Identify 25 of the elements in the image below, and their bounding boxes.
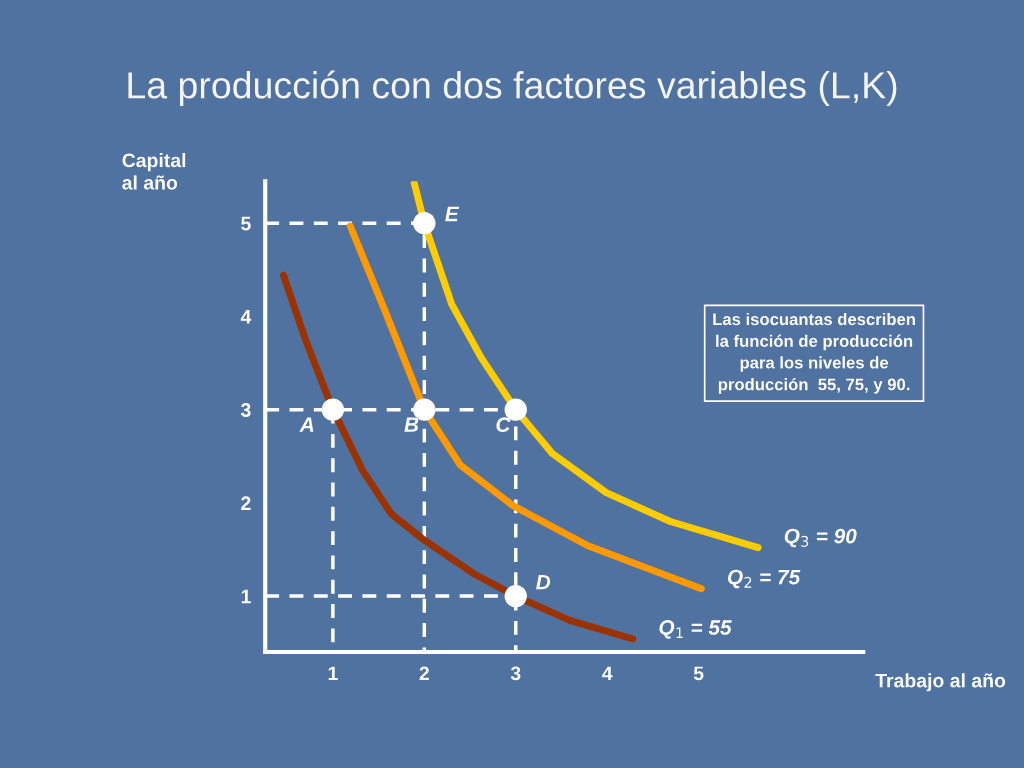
x-tick-label: 1 bbox=[328, 666, 338, 681]
y-tick-label: 2 bbox=[241, 496, 251, 510]
series-label: Q$_{1}$ = 55 bbox=[659, 620, 732, 639]
x-axis-title: Trabajo al año bbox=[875, 673, 1006, 692]
x-tick-label: 2 bbox=[419, 666, 429, 681]
annotation: Las isocuantas describen la función de producción para los niveles de producción 55, 75, y 90. bbox=[713, 312, 915, 394]
series-label: Q$_{2}$ = 75 bbox=[728, 569, 801, 589]
point bbox=[321, 398, 345, 421]
annotation: C bbox=[496, 417, 511, 433]
annotation: E bbox=[445, 206, 460, 222]
annotation: A bbox=[299, 417, 314, 432]
y-axis-title: Capital al año bbox=[122, 153, 186, 190]
point bbox=[413, 212, 436, 235]
y-tick-label: 4 bbox=[240, 310, 252, 324]
y-tick-label: 3 bbox=[240, 403, 251, 417]
annotation: D bbox=[536, 575, 551, 590]
y-tick-label: 5 bbox=[241, 216, 251, 231]
point bbox=[504, 584, 527, 608]
x-tick-label: 5 bbox=[693, 666, 704, 681]
x-tick-label: 4 bbox=[602, 666, 613, 681]
chart-title: La producción con dos factores variables (L,K) bbox=[128, 70, 897, 107]
annotation: B bbox=[404, 417, 419, 432]
series-label: Q$_{3}$ = 90 bbox=[784, 528, 857, 548]
x-tick-label: 3 bbox=[510, 666, 521, 681]
y-tick-label: 1 bbox=[241, 589, 251, 604]
